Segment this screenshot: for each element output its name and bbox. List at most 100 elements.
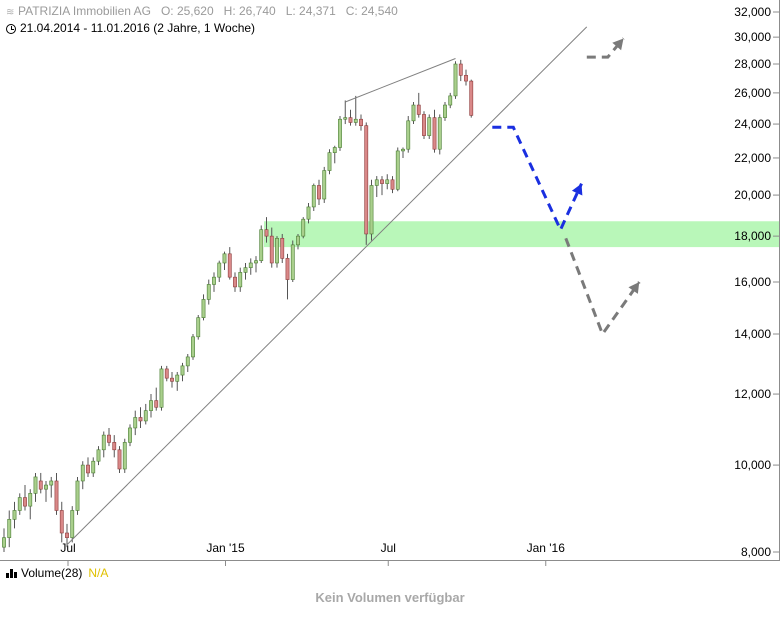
candle-body [311, 185, 316, 208]
candle-body [2, 537, 6, 548]
candle-body [59, 510, 64, 534]
candle-body [70, 510, 75, 538]
projection-top-arrowhead [612, 38, 624, 51]
close-value: C: 24,540 [345, 4, 398, 18]
candle-body [159, 368, 164, 408]
candle-body [248, 262, 253, 268]
candle-body [227, 253, 232, 278]
volume-value: N/A [88, 566, 109, 580]
y-tick-label: 10,000 [734, 458, 771, 472]
candle-body [464, 75, 468, 82]
candle-body [185, 356, 190, 367]
candle-body [280, 237, 285, 259]
x-tick-label: Jul [381, 541, 396, 555]
candle-body [149, 400, 153, 411]
candle-body [17, 497, 22, 511]
candle-body [44, 484, 48, 490]
candle-body [380, 179, 384, 184]
candle-body [38, 480, 43, 490]
support-zone-layer [264, 221, 779, 248]
y-tick-label: 24,000 [734, 117, 771, 131]
candle-body [411, 104, 416, 122]
candle-body [254, 260, 258, 264]
candle-body [317, 185, 321, 200]
volume-label: Volume(28) [21, 566, 83, 580]
candle-body [306, 206, 311, 220]
high-value: H: 26,740 [223, 4, 276, 18]
y-tick-label: 16,000 [734, 275, 771, 289]
candle-body [133, 417, 138, 429]
candle-body [343, 117, 348, 120]
candle-body [296, 235, 300, 246]
candle-body [353, 118, 358, 123]
candle-body [432, 117, 437, 150]
candle-body [453, 63, 458, 97]
candle-body [33, 476, 38, 494]
candle-body [422, 114, 426, 136]
support-zone [264, 221, 779, 248]
low-value: L: 24,371 [285, 4, 336, 18]
volume-row: Volume(28) N/A [6, 566, 108, 580]
candle-body [65, 532, 69, 538]
candle-body [212, 276, 216, 285]
projection-mid [492, 125, 583, 234]
candle-body [458, 63, 463, 76]
y-tick-label: 26,000 [734, 86, 771, 100]
candle-body [96, 449, 101, 462]
candle-body [448, 95, 453, 106]
candle-body [259, 229, 264, 261]
projection-low [564, 237, 641, 338]
candle-body [222, 253, 227, 264]
instrument-name: PATRIZIA Immobilien AG [18, 4, 151, 18]
y-tick-label: 12,000 [734, 387, 771, 401]
candle-body [338, 118, 342, 148]
candle-body [138, 417, 143, 422]
candle-body [332, 147, 337, 153]
projection-low-arrowhead [628, 282, 640, 294]
candle-body [275, 237, 279, 264]
projections-layer [492, 37, 641, 338]
candle-body [128, 427, 132, 443]
candle-body [117, 449, 122, 470]
candle-body [91, 460, 96, 474]
candle-body [7, 519, 12, 538]
candle-body [364, 125, 369, 235]
candle-body [75, 480, 80, 511]
projection-mid-arrowhead [571, 183, 583, 196]
candle-body [406, 120, 411, 150]
candle-body [469, 80, 474, 116]
candle-body [322, 170, 327, 200]
y-tick-label: 32,000 [734, 5, 771, 19]
candle-body [164, 368, 169, 379]
y-tick-label: 18,000 [734, 229, 771, 243]
candle-body [170, 377, 174, 382]
candle-body [348, 117, 353, 123]
volume-message: Kein Volumen verfügbar [315, 590, 465, 605]
candle-body [107, 434, 111, 443]
axes-layer: 32,000 30,000 28,000 26,000 24,000 22,000 20,0… [0, 0, 780, 566]
y-tick-label: 28,000 [734, 57, 771, 71]
candle-body [401, 148, 405, 152]
candle-body [196, 317, 201, 338]
candle-body [12, 510, 17, 520]
x-tick-label: Jan '16 [527, 541, 566, 555]
candles-layer [2, 59, 474, 552]
candle-body [233, 276, 237, 288]
uptrend-line [66, 26, 588, 546]
candle-body [122, 442, 127, 470]
candle-body [154, 400, 159, 408]
candle-body [374, 179, 379, 186]
trendlines-layer [66, 26, 588, 546]
candle-body [416, 104, 421, 115]
y-tick-label: 8,000 [741, 545, 771, 559]
candle-body [269, 235, 274, 264]
candle-body [49, 480, 54, 486]
candle-body [285, 258, 290, 280]
candle-body [54, 480, 59, 511]
open-value: O: 25,620 [160, 4, 214, 18]
candle-body [427, 117, 432, 136]
y-tick-label: 20,000 [734, 188, 771, 202]
instrument-wave-icon: ≋ [6, 7, 15, 18]
candle-body [101, 434, 106, 451]
